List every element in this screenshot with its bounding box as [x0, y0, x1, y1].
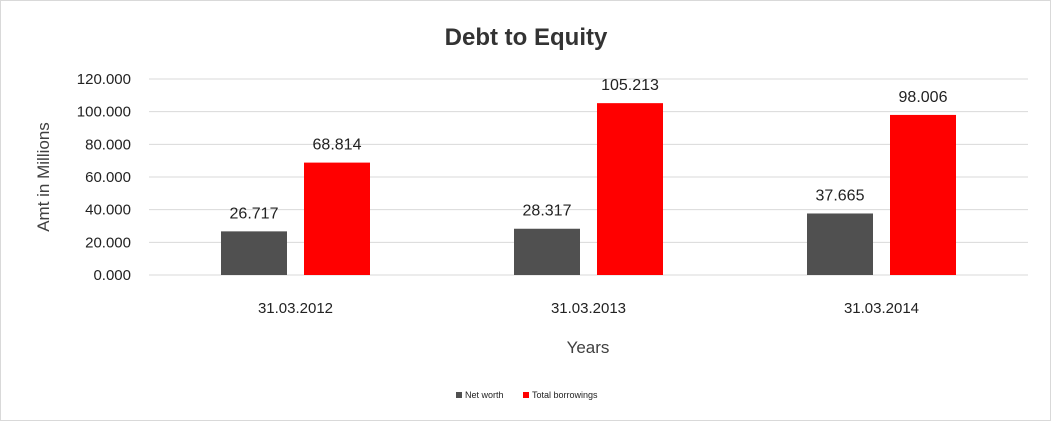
bar-total-borrowings: [304, 162, 370, 275]
y-axis-title: Amt in Millions: [34, 122, 53, 232]
x-tick-labels: 31.03.2012 31.03.2013 31.03.2014: [258, 300, 919, 317]
x-axis-title: Years: [567, 338, 610, 357]
legend-swatch: [523, 392, 529, 398]
y-gridlines: [149, 78, 1028, 276]
y-tick-label: 0.000: [93, 267, 131, 284]
chart-title: Debt to Equity: [445, 24, 608, 51]
y-tick-label: 20.000: [85, 234, 131, 251]
legend: Net worth Total borrowings: [456, 390, 598, 400]
x-tick-label: 31.03.2013: [551, 300, 626, 317]
bar-net-worth: [807, 213, 873, 275]
legend-swatch: [456, 392, 462, 398]
data-label: 105.213: [601, 77, 659, 94]
y-tick-label: 60.000: [85, 169, 131, 186]
legend-label: Net worth: [465, 390, 504, 400]
data-label: 26.717: [230, 205, 279, 222]
bar-total-borrowings: [890, 114, 956, 276]
data-label: 37.665: [816, 187, 865, 204]
y-tick-label: 40.000: [85, 202, 131, 219]
data-label: 68.814: [313, 137, 362, 154]
data-label: 28.317: [523, 203, 572, 220]
data-labels: 26.717 68.814 28.317 105.213 37.665 98.006: [230, 77, 948, 222]
bar-net-worth: [514, 228, 580, 275]
data-label: 98.006: [899, 89, 948, 106]
x-tick-label: 31.03.2012: [258, 300, 333, 317]
bar-total-borrowings: [597, 103, 663, 275]
y-tick-labels: 0.000 20.000 40.000 60.000 80.000 100.000 120.…: [77, 71, 131, 284]
y-tick-label: 120.000: [77, 71, 131, 88]
y-tick-label: 80.000: [85, 136, 131, 153]
legend-label: Total borrowings: [532, 390, 598, 400]
bars: [221, 103, 956, 276]
y-tick-label: 100.000: [77, 104, 131, 121]
x-tick-label: 31.03.2014: [844, 300, 919, 317]
bar-net-worth: [221, 231, 287, 275]
